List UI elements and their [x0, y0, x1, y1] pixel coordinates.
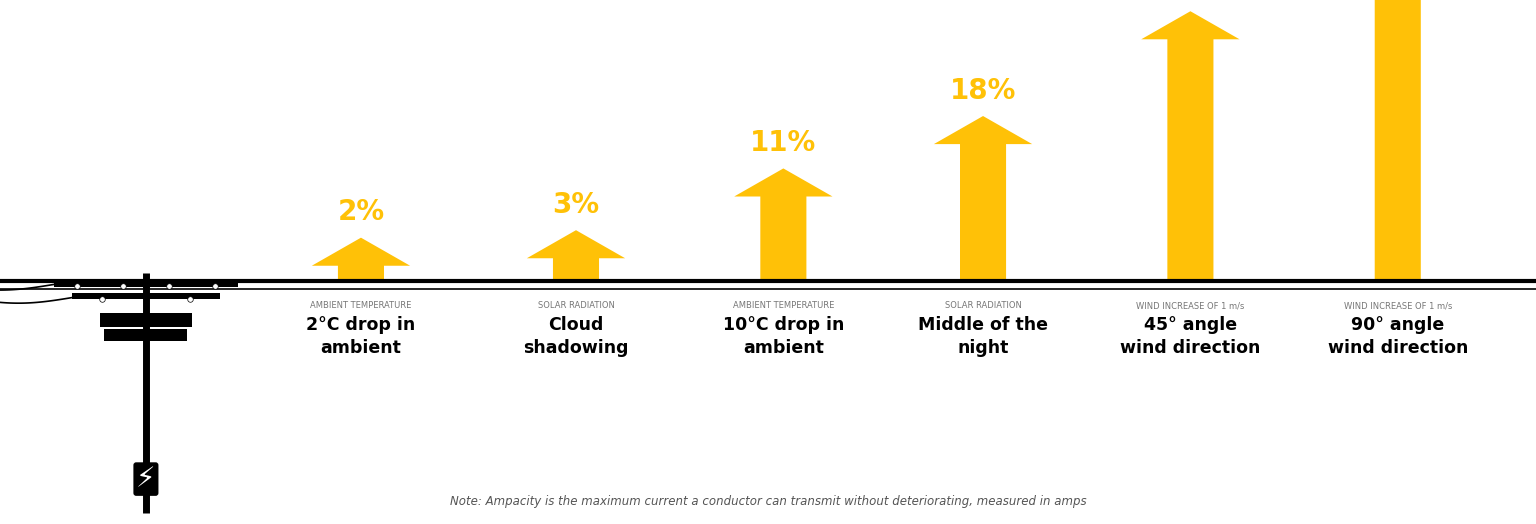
Bar: [100, 312, 192, 327]
Text: 11%: 11%: [750, 129, 817, 157]
Text: Cloud
shadowing: Cloud shadowing: [524, 316, 628, 357]
Polygon shape: [934, 116, 1032, 281]
Text: AMBIENT TEMPERATURE: AMBIENT TEMPERATURE: [310, 301, 412, 310]
Text: WIND INCREASE OF 1 m/s: WIND INCREASE OF 1 m/s: [1137, 301, 1244, 310]
Text: Middle of the
night: Middle of the night: [919, 316, 1048, 357]
Text: 2°C drop in
ambient: 2°C drop in ambient: [306, 316, 416, 357]
Text: WIND INCREASE OF 1 m/s: WIND INCREASE OF 1 m/s: [1344, 301, 1452, 310]
Bar: [54, 280, 238, 287]
Polygon shape: [734, 168, 833, 281]
Text: 3%: 3%: [553, 191, 599, 219]
Bar: [104, 330, 187, 341]
Text: AMBIENT TEMPERATURE: AMBIENT TEMPERATURE: [733, 301, 834, 310]
Text: 45° angle
wind direction: 45° angle wind direction: [1120, 316, 1261, 357]
Polygon shape: [312, 238, 410, 281]
Polygon shape: [1349, 0, 1447, 281]
Text: 2%: 2%: [338, 199, 384, 226]
Text: 18%: 18%: [949, 77, 1017, 105]
Text: 90° angle
wind direction: 90° angle wind direction: [1327, 316, 1468, 357]
Polygon shape: [527, 230, 625, 281]
Bar: [72, 293, 220, 299]
Polygon shape: [1141, 11, 1240, 281]
Text: ⚡: ⚡: [137, 465, 155, 493]
Text: SOLAR RADIATION: SOLAR RADIATION: [945, 301, 1021, 310]
Text: 10°C drop in
ambient: 10°C drop in ambient: [722, 316, 845, 357]
Text: Note: Ampacity is the maximum current a conductor can transmit without deteriora: Note: Ampacity is the maximum current a …: [450, 495, 1086, 508]
Text: SOLAR RADIATION: SOLAR RADIATION: [538, 301, 614, 310]
